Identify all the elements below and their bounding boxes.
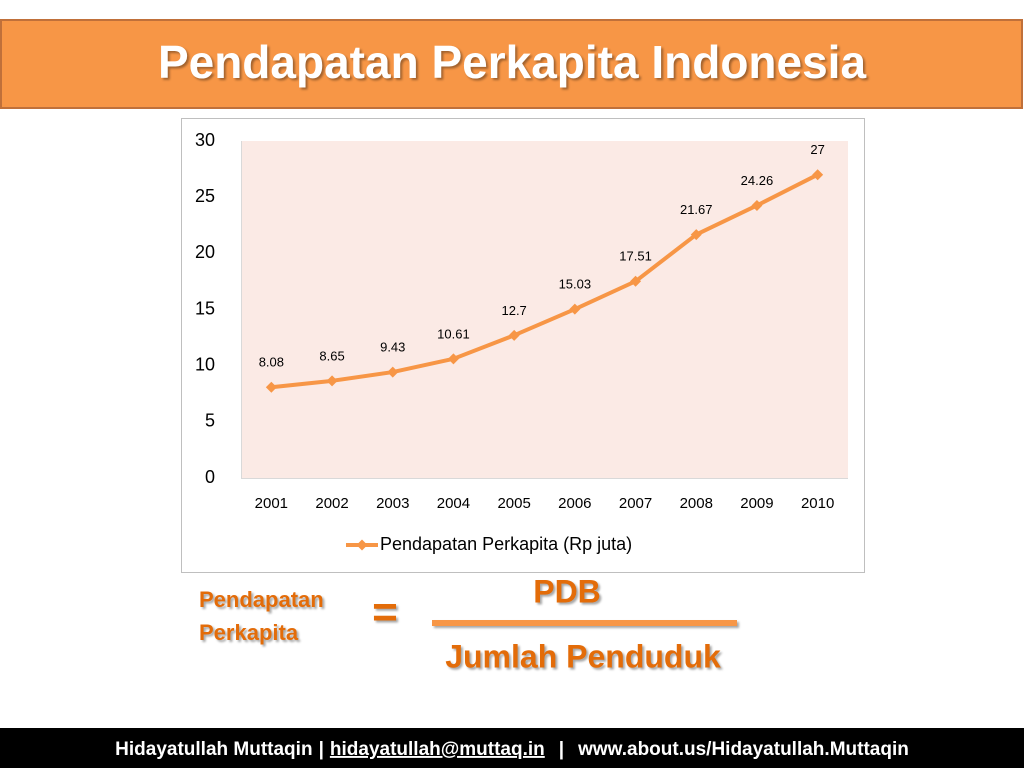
formula-numerator: PDB — [533, 573, 601, 609]
x-tick-label: 2010 — [801, 495, 834, 512]
series-line — [271, 172, 819, 390]
footer-email[interactable]: hidayatullah@muttaq.in — [330, 739, 545, 760]
point-marker — [751, 199, 763, 211]
data-label: 10.61 — [437, 326, 470, 341]
formula-lhs: Perkapita — [199, 620, 299, 645]
data-label: 15.03 — [559, 277, 592, 292]
data-label: 21.67 — [680, 202, 713, 217]
x-tick-label: 2002 — [315, 495, 348, 512]
data-label: 17.51 — [619, 249, 652, 264]
y-tick-label: 30 — [195, 130, 215, 150]
x-tick-label: 2003 — [376, 495, 409, 512]
y-tick-label: 20 — [195, 242, 215, 262]
x-tick-label: 2008 — [680, 495, 713, 512]
data-label: 12.7 — [501, 303, 526, 318]
point-marker — [447, 353, 459, 365]
point-marker — [387, 366, 399, 378]
footer-author: Hidayatullah Muttaqin — [115, 739, 312, 760]
point-marker — [508, 329, 520, 341]
x-tick-label: 2004 — [437, 495, 470, 512]
formula-denominator: Jumlah Penduduk — [445, 638, 721, 674]
slide-title: Pendapatan Perkapita Indonesia — [158, 36, 867, 88]
x-tick-label: 2009 — [740, 495, 773, 512]
x-tick-label: 2001 — [255, 495, 288, 512]
footer-website[interactable]: www.about.us/Hidayatullah.Muttaqin — [577, 739, 909, 760]
data-label: 8.65 — [319, 348, 344, 363]
x-tick-label: 2007 — [619, 495, 652, 512]
point-marker — [326, 375, 338, 387]
footer-separator: | — [559, 739, 564, 760]
y-tick-label: 25 — [195, 186, 215, 206]
legend-label: Pendapatan Perkapita (Rp juta) — [380, 534, 632, 554]
legend-marker — [356, 539, 368, 551]
point-marker — [569, 303, 581, 315]
point-marker — [812, 169, 824, 181]
data-label: 9.43 — [380, 340, 405, 355]
footer: Hidayatullah Muttaqin | hidayatullah@mutta… — [115, 739, 909, 760]
data-label: 8.08 — [259, 355, 284, 370]
data-label: 24.26 — [741, 173, 774, 188]
point-marker — [690, 229, 702, 241]
point-marker — [630, 275, 642, 287]
formula-lhs: Pendapatan — [199, 587, 324, 612]
y-tick-label: 15 — [195, 298, 215, 318]
footer-separator: | — [319, 739, 324, 760]
footer-bar — [0, 728, 1024, 768]
data-label: 27 — [810, 142, 824, 157]
x-tick-label: 2005 — [497, 495, 530, 512]
y-tick-label: 5 — [205, 411, 215, 431]
y-tick-label: 0 — [205, 467, 215, 487]
plot-area — [241, 141, 848, 478]
point-marker — [265, 381, 277, 393]
y-tick-label: 10 — [195, 354, 215, 374]
x-tick-label: 2006 — [558, 495, 591, 512]
formula-equals: = — [372, 588, 398, 637]
header-bar — [0, 19, 1023, 109]
